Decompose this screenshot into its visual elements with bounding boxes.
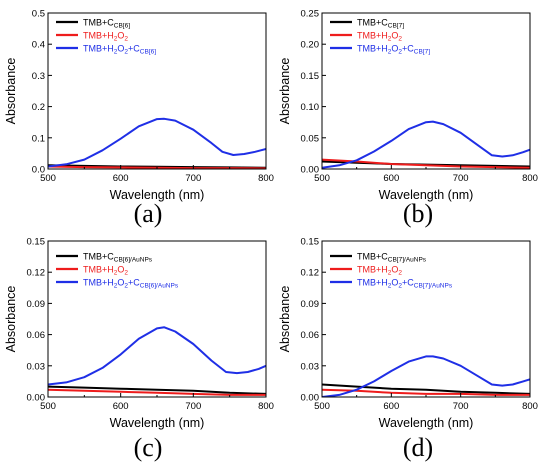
y-tick-label: 0.15 [27,237,46,248]
series-line-3 [322,355,530,397]
x-axis-title: Wavelength (nm) [110,416,205,430]
y-axis-title: Absorbance [278,286,292,353]
legend-label: TMB+CCB[6]/AuNPs [83,252,153,264]
plot-frame [321,12,531,170]
y-tick-label: 0.09 [27,299,46,310]
series-line-2 [322,388,530,396]
y-tick-label: 0.2 [32,102,45,113]
y-tick-label: 0.00 [301,165,320,176]
x-tick-label: 600 [383,173,399,184]
series-line-3 [48,117,266,168]
legend-label: TMB+H2O2+CCB[7] [357,44,430,56]
legend-label: TMB+H2O2+CCB[6]/AuNPs [83,278,179,290]
plot-frame [321,240,531,398]
legend-label: TMB+H2O2+CCB[6] [83,44,156,56]
y-tick-label: 0.25 [301,9,320,20]
y-tick-label: 0.10 [301,102,320,113]
y-axis-title: Absorbance [4,58,18,125]
x-tick-label: 500 [314,401,330,412]
y-tick-label: 0.5 [32,9,45,20]
panel-label: (d) [403,433,433,462]
x-tick-label: 600 [383,401,399,412]
series-line-3 [322,120,530,169]
chart-panel-3: 500 600 700 800 0.00 0.03 0.06 0.09 0.12 0.15 Wave… [4,237,274,463]
legend-label: TMB+H2O2+CCB[7]/AuNPs [357,278,453,290]
legend-label: TMB+CCB[7] [357,18,404,30]
x-tick-label: 500 [314,173,330,184]
y-tick-label: 0.05 [301,133,320,144]
legend-label: TMB+CCB[7]/AuNPs [357,252,427,264]
panel-label: (c) [134,433,163,462]
legend-label: TMB+H2O2 [357,265,402,277]
y-axis-title: Absorbance [4,286,18,353]
y-tick-label: 0.1 [32,133,45,144]
y-tick-label: 0.4 [32,40,45,51]
chart-panel-1: 500 600 700 800 0.0 0.1 0.2 0.3 0.4 0.5 Wavelength… [4,9,274,229]
x-tick-label: 700 [185,401,201,412]
x-tick-label: 500 [40,173,56,184]
x-tick-label: 800 [522,173,538,184]
x-tick-label: 600 [113,173,129,184]
x-tick-label: 600 [113,401,129,412]
x-tick-label: 800 [522,401,538,412]
plot-frame [47,12,267,170]
y-tick-label: 0.00 [301,393,320,404]
y-axis-title: Absorbance [278,58,292,125]
x-tick-label: 800 [258,173,274,184]
y-tick-label: 0.20 [301,40,320,51]
panel-label: (b) [403,199,433,228]
legend: TMB+CCB[7]/AuNPsTMB+H2O2TMB+H2O2+CCB[7]/… [330,252,453,290]
legend: TMB+CCB[6]/AuNPsTMB+H2O2TMB+H2O2+CCB[6]/… [56,252,179,290]
y-tick-label: 0.03 [27,361,46,372]
x-tick-label: 500 [40,401,56,412]
legend-label: TMB+H2O2 [357,31,402,43]
x-tick-label: 800 [258,401,274,412]
chart-panel-2: 500 600 700 800 0.00 0.05 0.10 0.15 0.20 0.25 Wave… [278,9,538,229]
y-tick-label: 0.09 [301,299,320,310]
y-tick-label: 0.3 [32,71,45,82]
y-tick-label: 0.12 [301,268,320,279]
x-tick-label: 700 [185,173,201,184]
series-line-1 [48,385,266,395]
legend-label: TMB+CCB[6] [83,18,130,30]
y-tick-label: 0.03 [301,361,320,372]
y-tick-label: 0.0 [32,165,45,176]
legend-label: TMB+H2O2 [83,265,128,277]
panel-label: (a) [134,199,163,228]
x-tick-label: 700 [453,401,469,412]
legend-label: TMB+H2O2 [83,31,128,43]
series-line-2 [48,388,266,396]
y-tick-label: 0.00 [27,393,46,404]
y-tick-label: 0.12 [27,268,46,279]
y-tick-label: 0.06 [301,330,320,341]
x-axis-title: Wavelength (nm) [110,188,205,202]
x-tick-label: 700 [453,173,469,184]
y-tick-label: 0.15 [301,71,320,82]
chart-panel-4: 500 600 700 800 0.00 0.03 0.06 0.09 0.12 0.15 Wave… [278,237,538,463]
series-line-1 [322,383,530,395]
series-line-3 [48,326,266,386]
y-tick-label: 0.06 [27,330,46,341]
x-axis-title: Wavelength (nm) [379,188,474,202]
x-axis-title: Wavelength (nm) [379,416,474,430]
y-tick-label: 0.15 [301,237,320,248]
